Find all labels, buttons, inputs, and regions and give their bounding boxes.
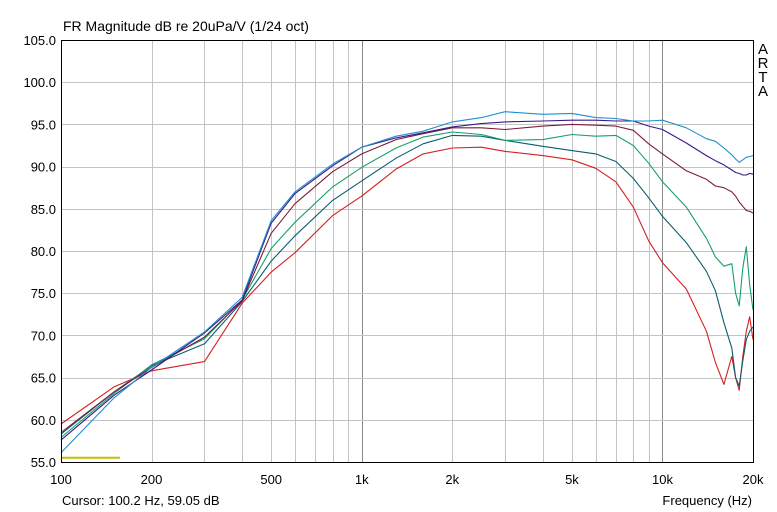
series-line-6 (60, 111, 754, 454)
x-tick-labels: 100 200 500 1k 2k 5k 10k 20k (50, 472, 764, 487)
x-tick-label: 200 (141, 472, 163, 487)
y-tick-label: 85.0 (31, 202, 56, 217)
series-line-3 (60, 131, 754, 438)
y-tick-label: 80.0 (31, 244, 56, 259)
series-group (60, 111, 754, 459)
grid-lines (61, 40, 753, 462)
x-tick-label: 100 (50, 472, 72, 487)
x-tick-label: 10k (652, 472, 673, 487)
y-tick-label: 55.0 (31, 455, 56, 470)
brand-letter: R (758, 55, 769, 72)
y-tick-label: 100.0 (23, 75, 56, 90)
x-axis-label: Frequency (Hz) (662, 493, 752, 508)
x-tick-label: 1k (355, 472, 369, 487)
brand-letter: A (758, 83, 768, 100)
plot-frame (61, 40, 754, 463)
y-tick-labels: 105.0 100.0 95.0 90.0 85.0 80.0 75.0 70.0 65.0 60… (23, 33, 56, 470)
y-tick-label: 95.0 (31, 117, 56, 132)
series-line-2 (60, 134, 754, 435)
chart-title: FR Magnitude dB re 20uPa/V (1/24 oct) (63, 18, 309, 34)
x-tick-label: 20k (743, 472, 764, 487)
y-tick-label: 105.0 (23, 33, 56, 48)
x-tick-label: 2k (445, 472, 459, 487)
cursor-readout: Cursor: 100.2 Hz, 59.05 dB (62, 493, 220, 508)
x-tick-label: 500 (260, 472, 282, 487)
brand-letter: T (758, 69, 767, 86)
y-tick-label: 60.0 (31, 413, 56, 428)
y-tick-label: 75.0 (31, 286, 56, 301)
brand-letter: A (758, 41, 768, 58)
y-tick-label: 90.0 (31, 160, 56, 175)
y-tick-label: 65.0 (31, 371, 56, 386)
y-tick-label: 70.0 (31, 328, 56, 343)
series-line-5 (60, 119, 754, 441)
x-tick-label: 5k (565, 472, 579, 487)
series-line-4 (60, 123, 754, 433)
